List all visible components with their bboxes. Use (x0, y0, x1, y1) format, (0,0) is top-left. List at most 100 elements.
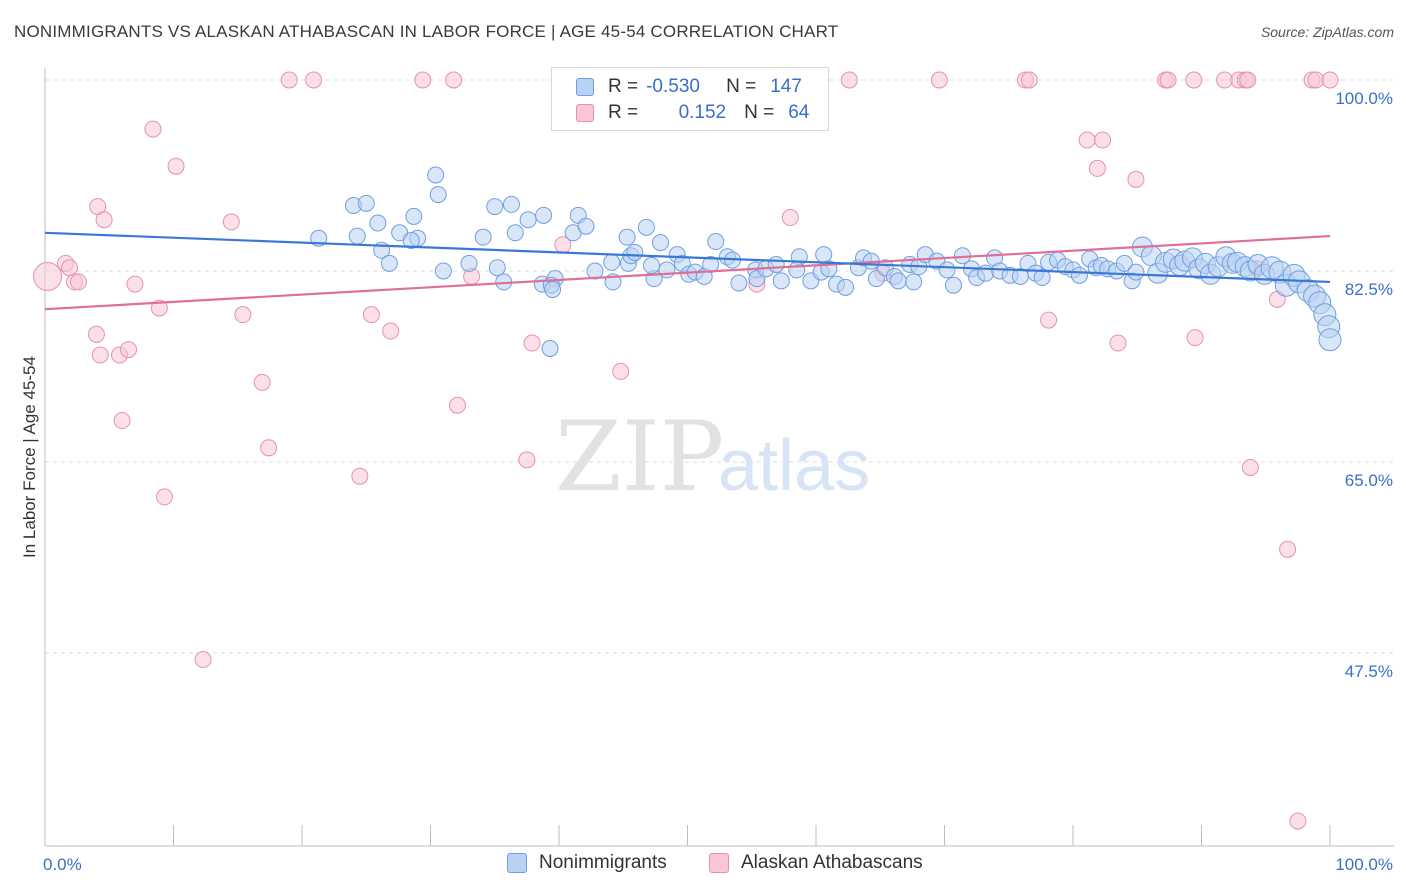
data-point-nonimmigrants (626, 243, 644, 261)
data-point-nonimmigrants (1033, 269, 1051, 287)
data-point-nonimmigrants (460, 254, 478, 272)
data-point-alaskan-athabascans (87, 325, 105, 343)
data-point-alaskan-athabascans (150, 299, 168, 317)
watermark: ZIP atlas (555, 401, 870, 513)
data-point-nonimmigrants (1115, 254, 1133, 272)
data-point-nonimmigrants (788, 261, 806, 279)
trend-line-nonimmigrants (44, 231, 1331, 284)
data-point-alaskan-athabascans (1186, 329, 1204, 347)
data-point-alaskan-athabascans (1078, 131, 1096, 149)
axes (44, 68, 1394, 847)
data-point-alaskan-athabascans (95, 211, 113, 229)
legend-r-value: -0.530 (646, 76, 700, 97)
data-point-nonimmigrants (944, 276, 962, 294)
data-point-alaskan-athabascans (280, 71, 298, 89)
data-point-nonimmigrants (730, 274, 748, 292)
data-point-nonimmigrants (938, 261, 956, 279)
legend-row-nonimmigrants: R = -0.530 N = 147 (576, 75, 802, 99)
data-point-alaskan-athabascans (1109, 334, 1127, 352)
data-point-alaskan-athabascans (120, 341, 138, 359)
legend-row-alaskan-athabascans: R = 0.152 N = 64 (576, 101, 809, 125)
data-point-nonimmigrants (637, 218, 655, 236)
data-point-alaskan-athabascans (156, 488, 174, 506)
watermark-atlas: atlas (718, 426, 870, 506)
legend-r-label: R = (608, 102, 639, 123)
data-point-nonimmigrants (1070, 266, 1088, 284)
data-point-alaskan-athabascans (126, 275, 144, 293)
legend-item-nonimmigrants: Nonimmigrants (507, 852, 667, 874)
data-point-nonimmigrants (380, 254, 398, 272)
legend-swatch-blue (576, 78, 594, 96)
data-point-alaskan-athabascans (612, 362, 630, 380)
data-point-nonimmigrants (577, 217, 595, 235)
data-point-alaskan-athabascans (1289, 812, 1307, 830)
data-point-alaskan-athabascans (1216, 71, 1234, 89)
data-point-alaskan-athabascans (781, 209, 799, 227)
data-point-alaskan-athabascans (351, 467, 369, 485)
data-point-alaskan-athabascans (1239, 71, 1257, 89)
data-point-nonimmigrants (488, 259, 506, 277)
data-point-alaskan-athabascans (1094, 131, 1112, 149)
data-point-nonimmigrants (1318, 328, 1342, 352)
tick-labels: 47.5% 65.0% 82.5% 100.0% 0.0% 100.0% (43, 89, 1393, 874)
y-tick-label: 65.0% (1345, 471, 1393, 490)
data-point-nonimmigrants (369, 214, 387, 232)
data-point-nonimmigrants (429, 186, 447, 204)
data-point-nonimmigrants (772, 272, 790, 290)
chart-title: NONIMMIGRANTS VS ALASKAN ATHABASCAN IN L… (14, 22, 839, 41)
data-point-nonimmigrants (506, 224, 524, 242)
data-point-alaskan-athabascans (1307, 71, 1325, 89)
correlation-legend: R = -0.530 N = 147 R = 0.152 N = 64 (551, 67, 829, 131)
data-point-nonimmigrants (889, 272, 907, 290)
legend-swatch-pink (709, 853, 729, 873)
data-point-alaskan-athabascans (1185, 71, 1203, 89)
data-point-alaskan-athabascans (523, 334, 541, 352)
data-point-nonimmigrants (652, 234, 670, 252)
data-point-nonimmigrants (658, 261, 676, 279)
data-point-alaskan-athabascans (167, 157, 185, 175)
data-point-nonimmigrants (544, 281, 562, 299)
trend-lines (44, 231, 1331, 311)
data-point-alaskan-athabascans (33, 261, 63, 291)
source-label: Source: ZipAtlas.com (1260, 24, 1394, 40)
data-point-alaskan-athabascans (60, 259, 78, 277)
data-point-alaskan-athabascans (305, 71, 323, 89)
legend-r-value: 0.152 (678, 102, 727, 123)
y-tick-label: 100.0% (1335, 89, 1393, 108)
legend-n-value: 64 (788, 102, 810, 123)
grid-lines (45, 79, 1394, 654)
data-point-alaskan-athabascans (1040, 311, 1058, 329)
data-point-alaskan-athabascans (69, 273, 87, 291)
watermark-zip: ZIP (555, 401, 724, 513)
legend-item-alaskan-athabascans: Alaskan Athabascans (709, 852, 923, 874)
legend-label-nonimmigrants: Nonimmigrants (539, 852, 667, 873)
data-point-alaskan-athabascans (194, 651, 212, 669)
data-point-nonimmigrants (1127, 263, 1145, 281)
data-point-nonimmigrants (535, 206, 553, 224)
data-point-alaskan-athabascans (1088, 159, 1106, 177)
data-point-alaskan-athabascans (1241, 458, 1259, 476)
data-point-alaskan-athabascans (414, 71, 432, 89)
data-point-nonimmigrants (434, 262, 452, 280)
data-point-alaskan-athabascans (260, 439, 278, 457)
data-point-nonimmigrants (905, 273, 923, 291)
data-point-nonimmigrants (541, 339, 559, 357)
series-alaskan-athabascans (33, 71, 1339, 830)
x-tick-label: 0.0% (43, 855, 82, 874)
data-point-nonimmigrants (815, 246, 833, 264)
data-point-alaskan-athabascans (930, 71, 948, 89)
data-point-alaskan-athabascans (448, 396, 466, 414)
data-point-nonimmigrants (519, 211, 537, 229)
x-tick-label: 100.0% (1335, 855, 1393, 874)
data-point-alaskan-athabascans (445, 71, 463, 89)
data-point-alaskan-athabascans (1127, 170, 1145, 188)
data-point-alaskan-athabascans (362, 306, 380, 324)
data-point-nonimmigrants (348, 227, 366, 245)
data-point-nonimmigrants (702, 255, 720, 273)
y-axis-label: In Labor Force | Age 45-54 (20, 356, 39, 558)
legend-label-alaskan-athabascans: Alaskan Athabascans (741, 852, 923, 873)
data-point-nonimmigrants (486, 198, 504, 216)
data-point-nonimmigrants (867, 270, 885, 288)
data-point-nonimmigrants (474, 228, 492, 246)
